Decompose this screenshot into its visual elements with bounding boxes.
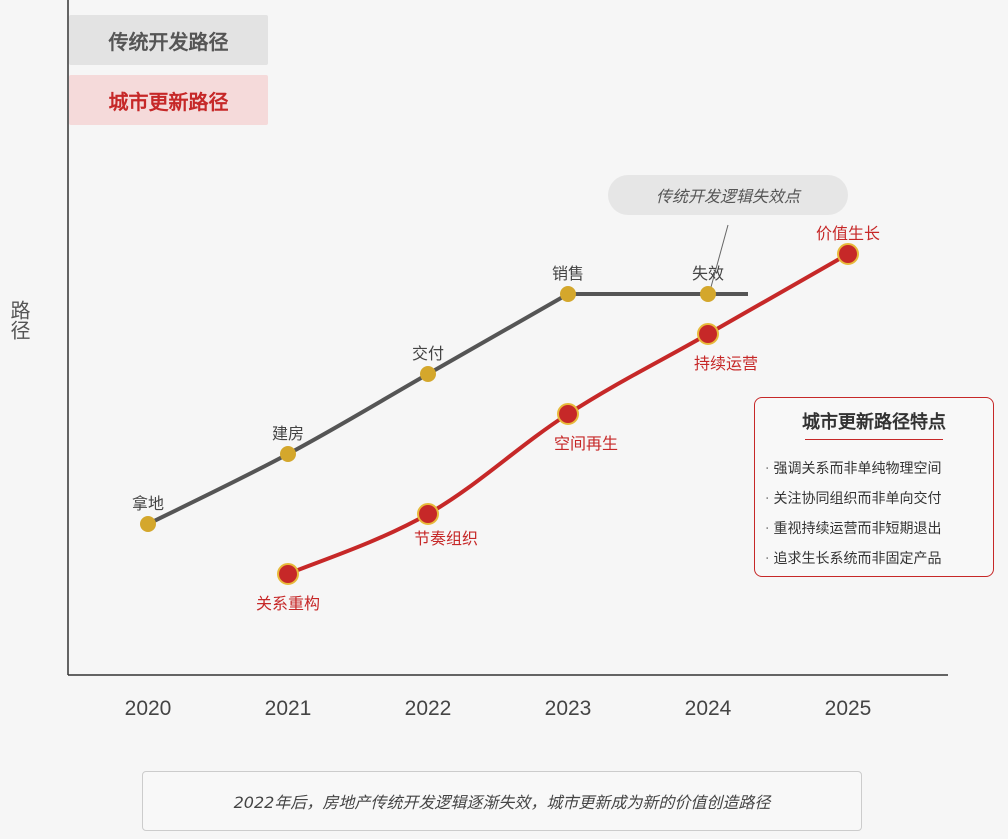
x-tick-label: 2021	[265, 697, 312, 720]
traditional-point	[280, 446, 296, 462]
urban-point	[697, 323, 719, 345]
traditional-point-label: 交付	[412, 344, 444, 363]
series-lines	[146, 224, 850, 576]
urban-point	[417, 503, 439, 525]
urban-point	[277, 563, 299, 585]
urban-point-label: 价值生长	[816, 224, 880, 243]
failure-point-annotation: 传统开发逻辑失效点	[608, 175, 848, 215]
features-list: 强调关系而非单纯物理空间 关注协同组织而非单向交付 重视持续运营而非短期退出 追…	[773, 454, 941, 574]
features-title: 城市更新路径特点	[802, 412, 946, 433]
traditional-path-line	[146, 292, 570, 526]
urban-point	[837, 243, 859, 265]
traditional-point	[140, 516, 156, 532]
series-points	[140, 243, 859, 585]
traditional-point	[560, 286, 576, 302]
legend-item-traditional: 传统开发路径	[69, 15, 268, 65]
x-tick-label: 2020	[125, 697, 172, 720]
x-tick-labels: 2020 2021 2022 2023 2024 2025	[125, 697, 872, 720]
feature-item: 追求生长系统而非固定产品	[773, 544, 941, 574]
axes	[67, 0, 948, 676]
feature-item: 强调关系而非单纯物理空间	[773, 454, 941, 484]
urban-point-label: 空间再生	[554, 434, 618, 453]
traditional-point-label: 建房	[272, 424, 304, 443]
traditional-point-label: 销售	[552, 264, 584, 283]
feature-item: 关注协同组织而非单向交付	[773, 484, 941, 514]
traditional-point	[420, 366, 436, 382]
legend-item-urban: 城市更新路径	[69, 75, 268, 125]
feature-item: 重视持续运营而非短期退出	[773, 514, 941, 544]
chart-caption: 2022年后，房地产传统开发逻辑逐渐失效，城市更新成为新的价值创造路径	[142, 771, 862, 831]
urban-point-label: 持续运营	[694, 354, 758, 373]
y-axis-label: 路径	[7, 300, 31, 340]
traditional-point	[700, 286, 716, 302]
urban-point-label: 节奏组织	[414, 529, 478, 548]
x-tick-label: 2025	[825, 697, 872, 720]
traditional-point-label: 拿地	[132, 494, 164, 513]
features-divider	[805, 439, 943, 440]
x-tick-label: 2022	[405, 697, 452, 720]
x-tick-label: 2024	[685, 697, 732, 720]
x-tick-label: 2023	[545, 697, 592, 720]
traditional-point-label: 失效	[692, 264, 724, 283]
features-box: 城市更新路径特点 强调关系而非单纯物理空间 关注协同组织而非单向交付 重视持续运…	[754, 397, 994, 577]
urban-point	[557, 403, 579, 425]
urban-point-label: 关系重构	[256, 594, 320, 613]
annotation-leader-line	[707, 224, 729, 299]
